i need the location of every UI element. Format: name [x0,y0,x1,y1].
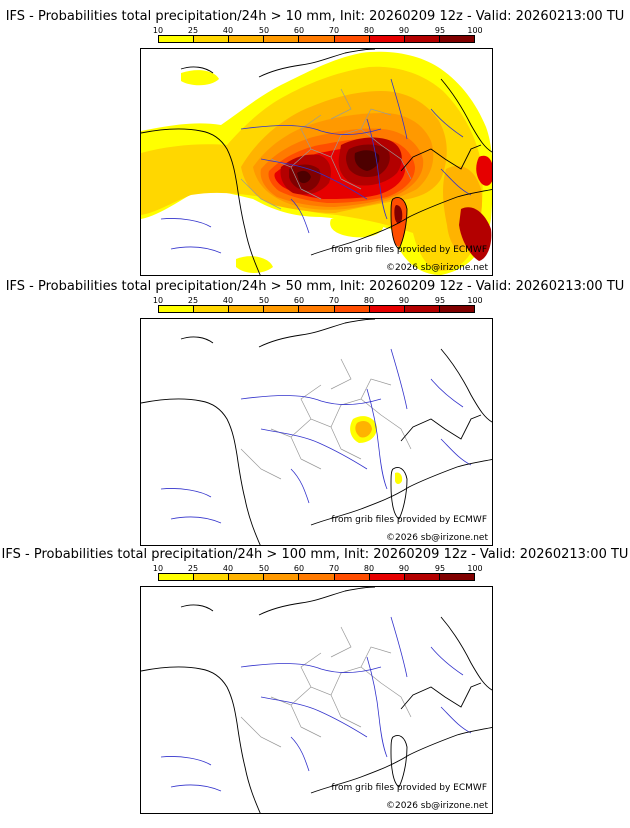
data-source-credit: from grib files provided by ECMWF [331,783,487,793]
colorbar-tick: 40 [222,564,234,573]
colorbar-tick: 60 [293,26,305,35]
region-borders [240,626,412,748]
map-frame: from grib files provided by ECMWF ©2026 … [140,586,493,814]
colorbar-segment [159,36,195,42]
colorbar-segment [439,574,474,580]
colorbar-tick: 70 [328,296,340,305]
colorbar-tick: 80 [363,296,375,305]
colorbar [158,35,475,43]
precip-map [141,49,492,275]
colorbar-segment [404,36,440,42]
rivers [160,616,472,792]
colorbar-tick: 90 [398,26,410,35]
copyright-credit: ©2026 sb@irizone.net [386,801,488,811]
panel-title: IFS - Probabilities total precipitation/… [5,9,625,24]
colorbar-tick: 70 [328,26,340,35]
map-frame: from grib files provided by ECMWF ©2026 … [140,48,493,276]
colorbar-tick: 25 [187,564,199,573]
colorbar-segment [194,574,230,580]
precip-field [141,51,492,275]
colorbar-tick: 25 [187,26,199,35]
colorbar-tick: 90 [398,564,410,573]
colorbar-tick: 50 [258,296,270,305]
precip-map [141,587,492,813]
colorbar-segment [439,306,474,312]
copyright-credit: ©2026 sb@irizone.net [386,533,488,543]
region-borders [240,358,412,480]
data-source-credit: from grib files provided by ECMWF [331,245,487,255]
colorbar-segment [264,574,300,580]
colorbar-tick: 95 [434,26,446,35]
map-panel-10mm: IFS - Probabilities total precipitation/… [0,0,630,276]
colorbar [158,573,475,581]
precip-map [141,319,492,545]
colorbar-segment [369,306,405,312]
colorbar-segment [404,306,440,312]
colorbar-segment [299,574,335,580]
colorbar-tick: 80 [363,26,375,35]
colorbar-tick: 70 [328,564,340,573]
colorbar-tick: 80 [363,564,375,573]
colorbar-segment [194,36,230,42]
colorbar-segment [404,574,440,580]
colorbar-tick: 60 [293,296,305,305]
data-source-credit: from grib files provided by ECMWF [331,515,487,525]
colorbar-segment [369,574,405,580]
colorbar-tick: 10 [152,564,164,573]
panel-title: IFS - Probabilities total precipitation/… [5,279,625,294]
colorbar-segment [369,36,405,42]
colorbar-segment [334,306,370,312]
map-frame: from grib files provided by ECMWF ©2026 … [140,318,493,546]
precip-field [350,416,403,484]
colorbar-tick: 40 [222,296,234,305]
coastlines [141,319,492,545]
colorbar-tick: 100 [467,296,483,305]
colorbar-segment [159,574,195,580]
panel-title: IFS - Probabilities total precipitation/… [1,547,629,562]
colorbar-ticks: 10 25 40 50 60 70 80 90 95 100 [153,26,483,35]
colorbar-tick: 25 [187,296,199,305]
colorbar-tick: 100 [467,564,483,573]
colorbar-ticks: 10 25 40 50 60 70 80 90 95 100 [153,296,483,305]
colorbar-tick: 50 [258,26,270,35]
colorbar-tick: 40 [222,26,234,35]
copyright-credit: ©2026 sb@irizone.net [386,263,488,273]
colorbar-segment [299,36,335,42]
colorbar-segment [439,36,474,42]
colorbar-segment [229,574,265,580]
colorbar-tick: 90 [398,296,410,305]
colorbar-tick: 50 [258,564,270,573]
map-panel-50mm: IFS - Probabilities total precipitation/… [0,270,630,546]
coastlines [141,49,492,275]
colorbar-segment [229,306,265,312]
colorbar-tick: 100 [467,26,483,35]
colorbar-tick: 10 [152,26,164,35]
colorbar-tick: 95 [434,296,446,305]
colorbar-segment [264,306,300,312]
coastlines [141,587,492,813]
rivers [160,348,472,524]
map-panel-100mm: IFS - Probabilities total precipitation/… [0,538,630,814]
colorbar-segment [334,574,370,580]
colorbar-segment [159,306,195,312]
colorbar-segment [194,306,230,312]
colorbar-segment [334,36,370,42]
colorbar-ticks: 10 25 40 50 60 70 80 90 95 100 [153,564,483,573]
colorbar-segment [299,306,335,312]
colorbar-tick: 10 [152,296,164,305]
colorbar-segment [264,36,300,42]
region-borders [240,88,412,210]
colorbar-tick: 60 [293,564,305,573]
colorbar-tick: 95 [434,564,446,573]
rivers [160,78,472,254]
colorbar [158,305,475,313]
colorbar-segment [229,36,265,42]
